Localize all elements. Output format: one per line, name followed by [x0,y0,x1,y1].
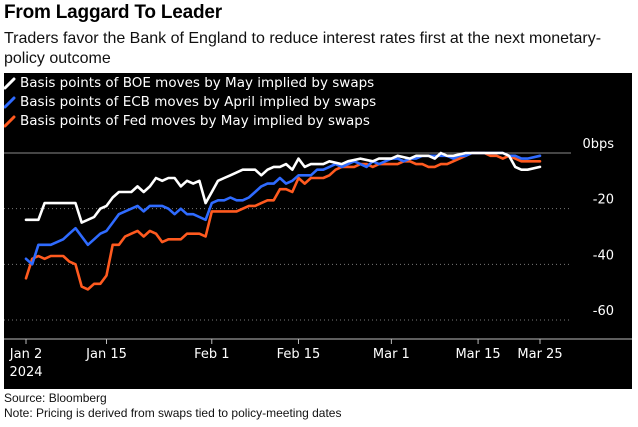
x-year-label: 2024 [9,365,42,380]
x-tick-label: Jan 15 [85,347,127,362]
x-tick-label: Feb 15 [277,347,321,362]
series-line-1 [24,151,542,266]
chart-footer: Source: Bloomberg Note: Pricing is deriv… [4,391,341,421]
x-tick-label: Mar 25 [517,347,562,362]
y-tick-label: -60 [593,304,614,319]
legend-item-1: Basis points of ECB moves by April impli… [3,94,376,110]
chart-panel: Basis points of BOE moves by May implied… [3,73,632,389]
legend-item-2: Basis points of Fed moves by May implied… [3,113,370,129]
x-tick-label: Mar 15 [455,347,500,362]
pricing-note: Note: Pricing is derived from swaps tied… [4,406,342,420]
legend: Basis points of BOE moves by May implied… [3,75,376,129]
series-lines [24,151,542,291]
y-tick-label: -20 [593,193,614,208]
series-line-0 [24,151,542,224]
y-tick-label: -40 [593,248,614,263]
series-line-2 [24,151,542,291]
x-axis: Jan 2 2024 Jan 15 Feb 1 Feb 15 Mar 1 Mar 15 Mar… [4,338,632,380]
x-tick-label: Jan 2 [9,347,42,362]
legend-label: Basis points of BOE moves by May implied… [20,75,374,91]
gridlines [4,152,571,321]
source-note: Source: Bloomberg [4,391,107,405]
legend-label: Basis points of ECB moves by April impli… [20,94,376,110]
chart-subtitle: Traders favor the Bank of England to red… [4,30,602,67]
chart-title: From Laggard To Leader [4,2,222,23]
y-tick-label: 0bps [582,137,614,152]
legend-label: Basis points of Fed moves by May implied… [20,113,370,129]
legend-swatch [3,77,16,90]
legend-item-0: Basis points of BOE moves by May implied… [3,75,374,91]
legend-swatch [3,115,16,128]
x-tick-label: Feb 1 [194,347,229,362]
x-tick-label: Mar 1 [373,347,410,362]
y-axis: 0bps -20 -40 -60 [582,137,614,319]
line-chart: Basis points of BOE moves by May implied… [3,75,632,380]
legend-swatch [3,96,16,109]
